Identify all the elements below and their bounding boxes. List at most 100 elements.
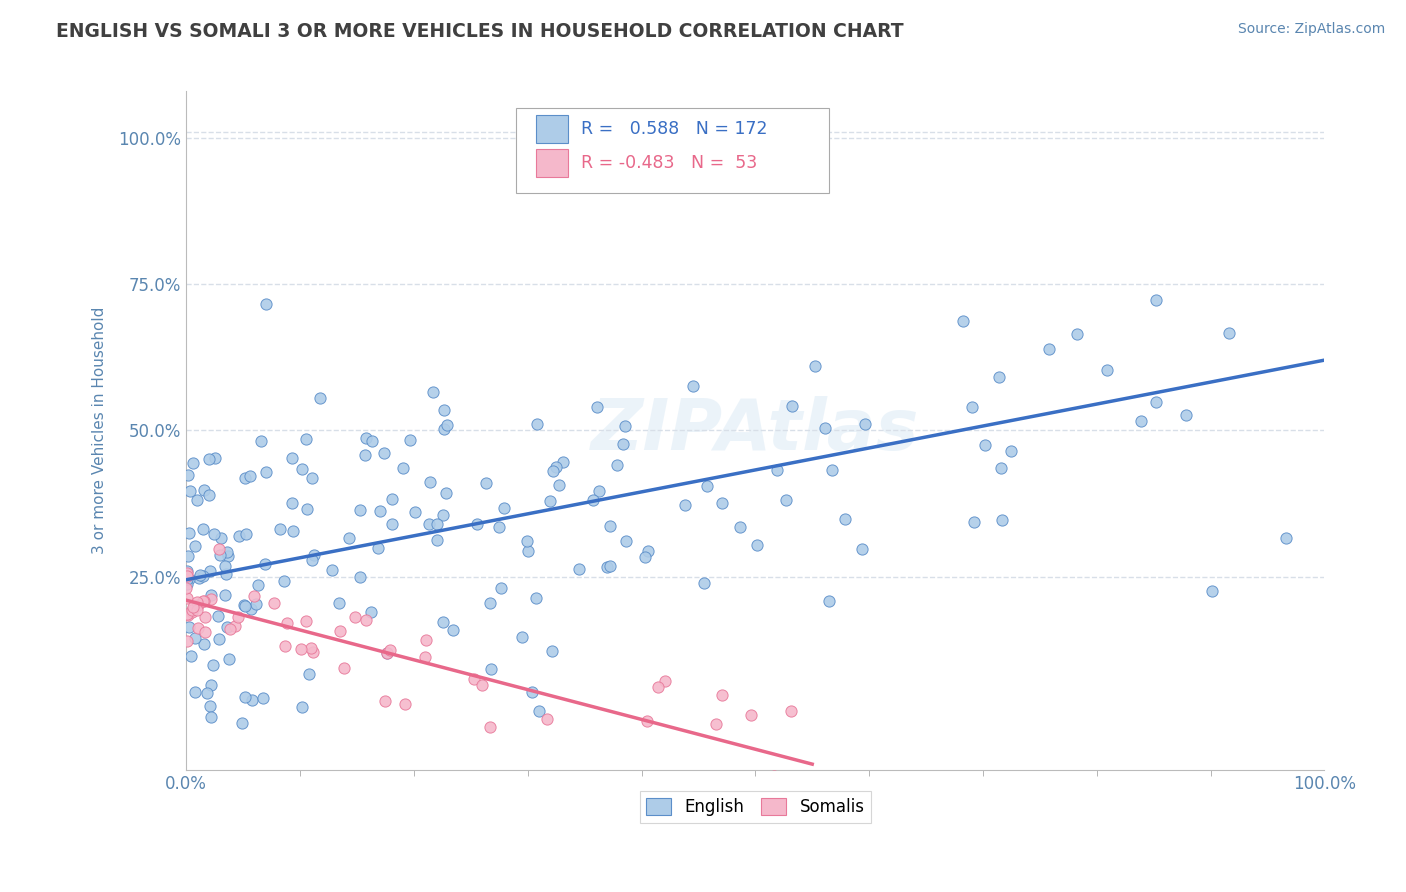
Point <box>963 515 986 529</box>
Point <box>488 520 510 534</box>
Point <box>1130 414 1153 428</box>
Point <box>471 678 494 692</box>
Point <box>239 468 262 483</box>
Point <box>599 558 621 573</box>
Point <box>647 681 669 695</box>
Point <box>834 512 856 526</box>
Point <box>332 661 354 675</box>
Point <box>176 633 198 648</box>
Point <box>637 544 659 558</box>
Point <box>1144 293 1167 308</box>
Point <box>200 678 222 692</box>
Point <box>1275 531 1298 545</box>
Point <box>301 471 323 485</box>
Point <box>710 495 733 509</box>
Point <box>176 591 198 606</box>
Point <box>186 603 208 617</box>
FancyBboxPatch shape <box>536 114 568 143</box>
Point <box>820 463 842 477</box>
Point <box>426 533 449 547</box>
Point <box>240 692 263 706</box>
Point <box>588 484 610 499</box>
Point <box>368 504 391 518</box>
Point <box>682 379 704 393</box>
Point <box>548 477 571 491</box>
Point <box>269 522 291 536</box>
Point <box>853 417 876 432</box>
Point <box>817 594 839 608</box>
Point <box>704 717 727 731</box>
Point <box>432 508 454 522</box>
Point <box>404 506 426 520</box>
Point <box>202 526 225 541</box>
Point <box>360 606 382 620</box>
Point <box>177 572 200 586</box>
Point <box>973 438 995 452</box>
FancyBboxPatch shape <box>516 108 830 193</box>
Point <box>479 596 502 610</box>
Point <box>540 643 562 657</box>
Point <box>232 598 254 612</box>
Point <box>1000 443 1022 458</box>
Point <box>349 569 371 583</box>
Point <box>184 539 207 553</box>
Point <box>187 621 209 635</box>
Point <box>291 462 314 476</box>
Point <box>510 631 533 645</box>
Point <box>281 496 304 510</box>
Point <box>374 694 396 708</box>
Point <box>354 613 377 627</box>
Point <box>302 548 325 562</box>
Point <box>804 359 827 374</box>
Point <box>478 721 501 735</box>
Point <box>544 459 567 474</box>
Point <box>281 450 304 465</box>
Point <box>176 564 198 578</box>
Point <box>194 610 217 624</box>
Text: Source: ZipAtlas.com: Source: ZipAtlas.com <box>1237 22 1385 37</box>
Point <box>474 476 496 491</box>
Point <box>276 616 298 631</box>
Point <box>375 647 398 661</box>
Point <box>218 622 240 636</box>
Point <box>433 403 456 417</box>
Point <box>636 714 658 729</box>
Point <box>215 567 238 582</box>
Point <box>553 455 575 469</box>
Point <box>693 575 716 590</box>
Point <box>252 690 274 705</box>
Point <box>295 432 318 446</box>
Point <box>198 564 221 578</box>
Point <box>291 700 314 714</box>
Point <box>176 566 198 580</box>
Point <box>711 688 734 702</box>
Point <box>217 549 239 563</box>
Text: R =   0.588   N = 172: R = 0.588 N = 172 <box>581 120 768 138</box>
Point <box>283 524 305 538</box>
Point <box>1066 327 1088 342</box>
Point <box>186 493 208 508</box>
Point <box>253 557 276 571</box>
Point <box>298 666 321 681</box>
Point <box>177 607 200 622</box>
Point <box>209 549 232 563</box>
Point <box>308 391 330 405</box>
Point <box>418 516 440 531</box>
Point <box>354 431 377 445</box>
Point <box>224 619 246 633</box>
Point <box>740 707 762 722</box>
Point <box>177 467 200 482</box>
Point <box>233 471 256 485</box>
Point <box>193 569 215 583</box>
Point <box>194 624 217 639</box>
Point <box>614 533 637 548</box>
Point <box>228 529 250 543</box>
Point <box>536 712 558 726</box>
Point <box>183 684 205 698</box>
Point <box>762 769 785 783</box>
Point <box>436 418 458 433</box>
Point <box>373 446 395 460</box>
Point <box>299 641 322 656</box>
Point <box>294 614 316 628</box>
Point <box>766 463 789 477</box>
